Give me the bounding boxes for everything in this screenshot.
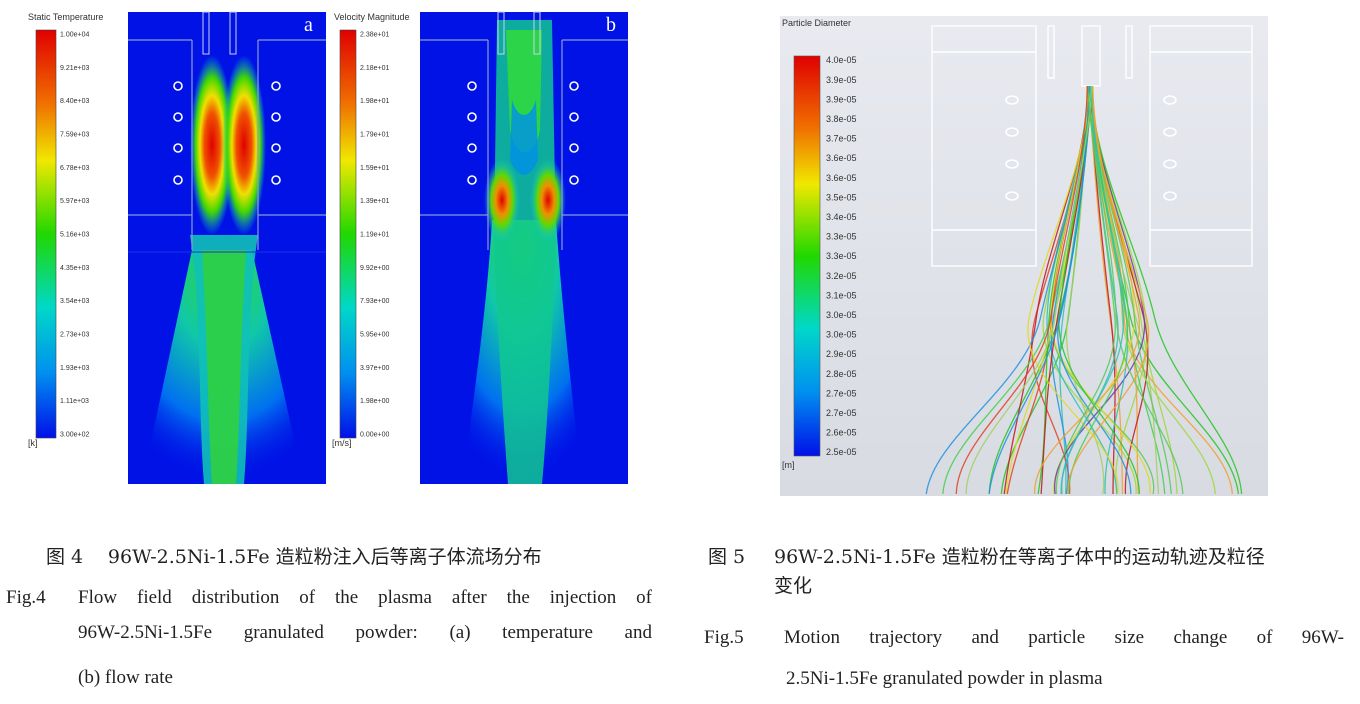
particle-trajectory bbox=[1091, 85, 1216, 495]
fig4-caption-cn-text: 96W-2.5Ni-1.5Fe 造粒粉注入后等离子体流场分布 bbox=[107, 546, 542, 568]
colorbar-temperature-tick-label: 3.54e+03 bbox=[60, 298, 89, 305]
colorbar-temperature-tick-label: 7.59e+03 bbox=[60, 131, 89, 138]
colorbar-velocity-tick-label: 9.92e+00 bbox=[360, 265, 389, 272]
colorbar-particle-diameter-tick-label: 3.9e-05 bbox=[826, 75, 857, 85]
particle-trajectory bbox=[965, 85, 1093, 495]
colorbar-particle-diameter-ticks: 4.0e-05 3.9e-05 3.9e-05 3.8e-05 3.7e-05 3.6e-… bbox=[826, 55, 857, 457]
particle-trajectory bbox=[1027, 85, 1119, 495]
colorbar-temperature-tick-label: 8.40e+03 bbox=[60, 98, 89, 105]
induction-coils bbox=[1005, 95, 1177, 201]
colorbar-temperature-tick-label: 5.16e+03 bbox=[60, 231, 89, 238]
colorbar-temperature-tick-label: 5.97e+03 bbox=[60, 198, 89, 205]
panel-b-letter: b bbox=[606, 14, 616, 36]
colorbar-velocity-tick-label: 5.95e+00 bbox=[360, 331, 389, 338]
colorbar-particle-diameter-tick-label: 3.2e-05 bbox=[826, 271, 857, 281]
colorbar-particle-diameter-tick-label: 3.0e-05 bbox=[826, 310, 857, 320]
colorbar-particle-diameter-unit: [m] bbox=[782, 460, 795, 470]
colorbar-velocity bbox=[339, 29, 357, 439]
colorbar-temperature-tick-label: 1.93e+03 bbox=[60, 365, 89, 372]
fig5-caption-en-line1: Motion trajectory and particle size chan… bbox=[784, 627, 1344, 648]
colorbar-velocity-tick-label: 2.38e+01 bbox=[360, 31, 389, 38]
particle-trajectory bbox=[1054, 85, 1146, 495]
colorbar-particle-diameter-tick-label: 2.7e-05 bbox=[826, 388, 857, 398]
fig5-caption-cn: 图 5 96W-2.5Ni-1.5Fe 造粒粉在等离子体中的运动轨迹及粒径 变化 bbox=[708, 548, 1348, 596]
particle-trajectory bbox=[1090, 85, 1243, 495]
colorbar-velocity-tick-label: 1.98e+01 bbox=[360, 98, 389, 105]
fig5-caption-cn-line2: 变化 bbox=[774, 575, 813, 597]
colorbar-velocity-tick-label: 1.39e+01 bbox=[360, 198, 389, 205]
fig4-caption-en-label: Fig.4 bbox=[6, 587, 46, 608]
figure-4-graphic: 1.00e+04 9.21e+03 8.40e+03 7.59e+03 6.78e+03… bbox=[35, 11, 628, 484]
colorbar-velocity-unit: [m/s] bbox=[332, 438, 352, 448]
colorbar-particle-diameter bbox=[793, 55, 821, 457]
panel-a-letter: a bbox=[304, 14, 313, 36]
colorbar-temperature-tick-label: 1.11e+03 bbox=[60, 398, 89, 405]
colorbar-velocity-tick-label: 0.00e+00 bbox=[360, 431, 389, 438]
colorbar-particle-diameter-tick-label: 3.8e-05 bbox=[826, 114, 857, 124]
colorbar-particle-diameter-tick-label: 2.9e-05 bbox=[826, 349, 857, 359]
particle-trajectory bbox=[1086, 85, 1184, 495]
fig4-caption-en-line3: (b) flow rate bbox=[78, 667, 173, 688]
colorbar-velocity-tick-label: 7.93e+00 bbox=[360, 298, 389, 305]
particle-trajectory bbox=[955, 85, 1088, 495]
colorbar-particle-diameter-tick-label: 3.3e-05 bbox=[826, 232, 857, 242]
colorbar-temperature-tick-label: 1.00e+04 bbox=[60, 31, 89, 38]
particle-trajectory bbox=[1055, 85, 1116, 495]
fig4-caption-en-line2: 96W-2.5Ni-1.5Fe granulated powder: (a) t… bbox=[78, 622, 652, 643]
colorbar-velocity-tick-label: 1.59e+01 bbox=[360, 165, 389, 172]
colorbar-velocity-title: Velocity Magnitude bbox=[334, 12, 410, 22]
torch-geometry bbox=[931, 25, 1253, 267]
particle-trajectory bbox=[1061, 85, 1124, 495]
fig4-caption-en-line1: Flow field distribution of the plasma af… bbox=[78, 587, 652, 608]
temperature-contour-plot bbox=[128, 11, 326, 484]
velocity-contour-plot bbox=[420, 11, 628, 484]
colorbar-particle-diameter-tick-label: 4.0e-05 bbox=[826, 55, 857, 65]
fig5-caption-cn-label: 图 5 bbox=[708, 546, 746, 568]
fig5-caption-en-label: Fig.5 bbox=[704, 627, 744, 648]
colorbar-particle-diameter-tick-label: 3.5e-05 bbox=[826, 192, 857, 202]
particle-trajectory bbox=[1088, 85, 1124, 495]
colorbar-temperature-tick-label: 2.73e+03 bbox=[60, 331, 89, 338]
colorbar-velocity-tick-label: 2.18e+01 bbox=[360, 65, 389, 72]
fig5-caption-en-line2: 2.5Ni-1.5Fe granulated powder in plasma bbox=[786, 668, 1103, 689]
fig4-caption-cn-label: 图 4 bbox=[46, 546, 84, 568]
figure-4: 1.00e+04 9.21e+03 8.40e+03 7.59e+03 6.78e+03… bbox=[22, 10, 634, 488]
particle-trajectory bbox=[1050, 85, 1090, 495]
colorbar-particle-diameter-tick-label: 3.0e-05 bbox=[826, 330, 857, 340]
particle-trajectories bbox=[925, 85, 1243, 495]
colorbar-temperature-tick-label: 4.35e+03 bbox=[60, 265, 89, 272]
colorbar-velocity-tick-label: 3.97e+00 bbox=[360, 365, 389, 372]
colorbar-velocity-tick-label: 1.79e+01 bbox=[360, 131, 389, 138]
colorbar-temperature-tick-label: 9.21e+03 bbox=[60, 65, 89, 72]
colorbar-particle-diameter-tick-label: 3.6e-05 bbox=[826, 173, 857, 183]
colorbar-temperature-ticks: 1.00e+04 9.21e+03 8.40e+03 7.59e+03 6.78e+03… bbox=[60, 31, 89, 438]
colorbar-particle-diameter-tick-label: 3.1e-05 bbox=[826, 290, 857, 300]
colorbar-particle-diameter-tick-label: 2.5e-05 bbox=[826, 447, 857, 457]
colorbar-particle-diameter-title: Particle Diameter bbox=[782, 18, 852, 28]
colorbar-velocity-tick-label: 1.98e+00 bbox=[360, 398, 389, 405]
colorbar-temperature-title: Static Temperature bbox=[28, 12, 104, 22]
colorbar-particle-diameter-tick-label: 2.6e-05 bbox=[826, 428, 857, 438]
colorbar-temperature-tick-label: 3.00e+02 bbox=[60, 431, 89, 438]
figure-5: 4.0e-05 3.9e-05 3.9e-05 3.8e-05 3.7e-05 3.6e-… bbox=[780, 16, 1268, 496]
colorbar-particle-diameter-tick-label: 3.4e-05 bbox=[826, 212, 857, 222]
fig5-caption-cn-line1: 96W-2.5Ni-1.5Fe 造粒粉在等离子体中的运动轨迹及粒径 bbox=[774, 546, 1265, 568]
particle-trajectory bbox=[988, 85, 1090, 495]
particle-trajectory bbox=[1033, 85, 1141, 495]
colorbar-velocity-tick-label: 1.19e+01 bbox=[360, 231, 389, 238]
colorbar-temperature-unit: [k] bbox=[28, 438, 38, 448]
colorbar-temperature bbox=[35, 29, 57, 439]
colorbar-particle-diameter-tick-label: 2.8e-05 bbox=[826, 369, 857, 379]
colorbar-particle-diameter-tick-label: 3.9e-05 bbox=[826, 94, 857, 104]
colorbar-velocity-ticks: 2.38e+01 2.18e+01 1.98e+01 1.79e+01 1.59e+01… bbox=[360, 31, 389, 438]
figure-5-graphic: 4.0e-05 3.9e-05 3.9e-05 3.8e-05 3.7e-05 3.6e-… bbox=[780, 16, 1268, 496]
colorbar-particle-diameter-tick-label: 2.7e-05 bbox=[826, 408, 857, 418]
fig4-caption-cn: 图 4 96W-2.5Ni-1.5Fe 造粒粉注入后等离子体流场分布 bbox=[46, 548, 542, 567]
fig4-caption-en: Fig.4 Flow field distribution of the pla… bbox=[6, 588, 652, 687]
colorbar-particle-diameter-tick-label: 3.3e-05 bbox=[826, 251, 857, 261]
colorbar-temperature-tick-label: 6.78e+03 bbox=[60, 165, 89, 172]
colorbar-particle-diameter-tick-label: 3.6e-05 bbox=[826, 153, 857, 163]
fig5-caption-en: Fig.5 Motion trajectory and particle siz… bbox=[704, 628, 1344, 688]
colorbar-particle-diameter-tick-label: 3.7e-05 bbox=[826, 134, 857, 144]
